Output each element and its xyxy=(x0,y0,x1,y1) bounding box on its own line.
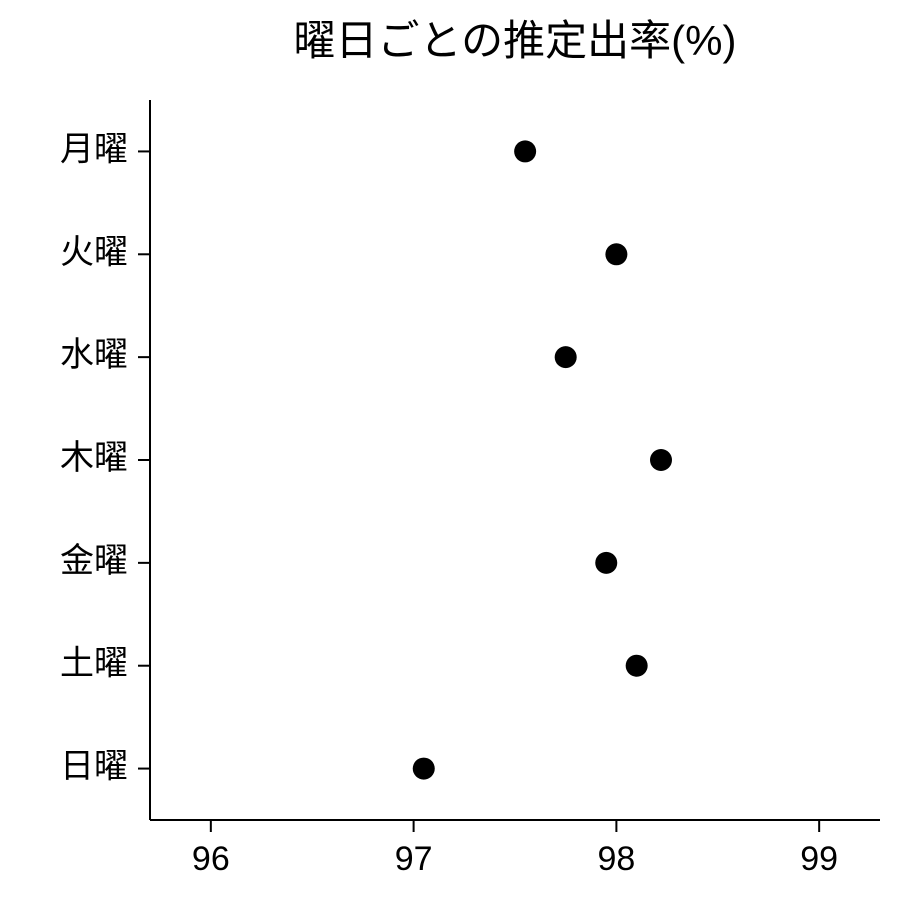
x-tick-label: 99 xyxy=(800,840,838,878)
data-point xyxy=(605,243,627,265)
y-tick-label: 火曜 xyxy=(60,233,128,271)
y-tick-label: 日曜 xyxy=(60,748,128,786)
dot-chart: 曜日ごとの推定出率(%) 96 97 98 99 月曜火曜水曜木曜金曜土曜日曜 xyxy=(0,0,900,900)
x-tick-label: 98 xyxy=(597,840,635,878)
data-point xyxy=(626,655,648,677)
data-point xyxy=(595,552,617,574)
y-tick-label: 月曜 xyxy=(60,130,128,168)
chart-title: 曜日ごとの推定出率(%) xyxy=(294,17,737,64)
x-tick-label: 96 xyxy=(192,840,230,878)
chart-container: 曜日ごとの推定出率(%) 96 97 98 99 月曜火曜水曜木曜金曜土曜日曜 xyxy=(0,0,900,900)
y-tick-label: 水曜 xyxy=(60,336,128,374)
y-tick-label: 金曜 xyxy=(60,542,128,580)
chart-bg xyxy=(0,0,900,900)
data-point xyxy=(650,449,672,471)
data-point xyxy=(555,346,577,368)
x-tick-label: 97 xyxy=(395,840,433,878)
y-tick-label: 木曜 xyxy=(60,439,128,477)
data-point xyxy=(413,758,435,780)
y-tick-label: 土曜 xyxy=(60,645,128,683)
data-point xyxy=(514,140,536,162)
